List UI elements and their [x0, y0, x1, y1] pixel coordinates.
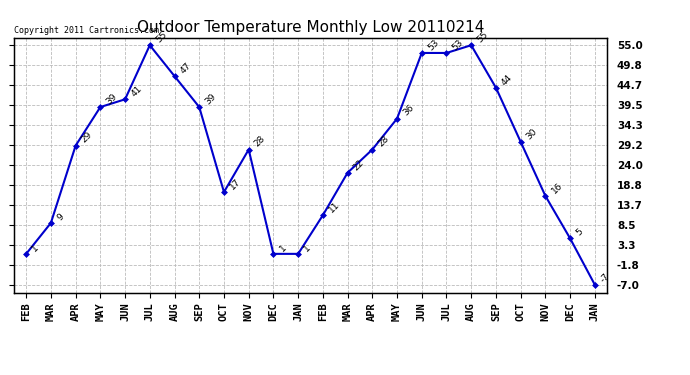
Text: 22: 22 — [352, 158, 366, 172]
Text: 11: 11 — [327, 200, 342, 214]
Text: 5: 5 — [574, 227, 584, 238]
Text: 53: 53 — [426, 38, 440, 52]
Text: 29: 29 — [80, 130, 95, 145]
Text: -7: -7 — [599, 271, 612, 284]
Text: 9: 9 — [55, 212, 66, 222]
Text: 39: 39 — [204, 92, 218, 106]
Text: 1: 1 — [302, 243, 313, 253]
Text: 44: 44 — [500, 73, 515, 87]
Text: 55: 55 — [475, 30, 490, 45]
Text: 17: 17 — [228, 177, 243, 191]
Title: Outdoor Temperature Monthly Low 20110214: Outdoor Temperature Monthly Low 20110214 — [137, 20, 484, 35]
Text: 16: 16 — [549, 181, 564, 195]
Text: 30: 30 — [525, 126, 540, 141]
Text: 1: 1 — [277, 243, 288, 253]
Text: 39: 39 — [104, 92, 119, 106]
Text: 47: 47 — [179, 61, 193, 75]
Text: 36: 36 — [401, 104, 415, 118]
Text: 28: 28 — [377, 134, 391, 149]
Text: 1: 1 — [30, 243, 41, 253]
Text: 41: 41 — [129, 84, 144, 99]
Text: 53: 53 — [451, 38, 465, 52]
Text: 28: 28 — [253, 134, 267, 149]
Text: Copyright 2011 Cartronics.com: Copyright 2011 Cartronics.com — [14, 26, 159, 35]
Text: 55: 55 — [154, 30, 168, 45]
